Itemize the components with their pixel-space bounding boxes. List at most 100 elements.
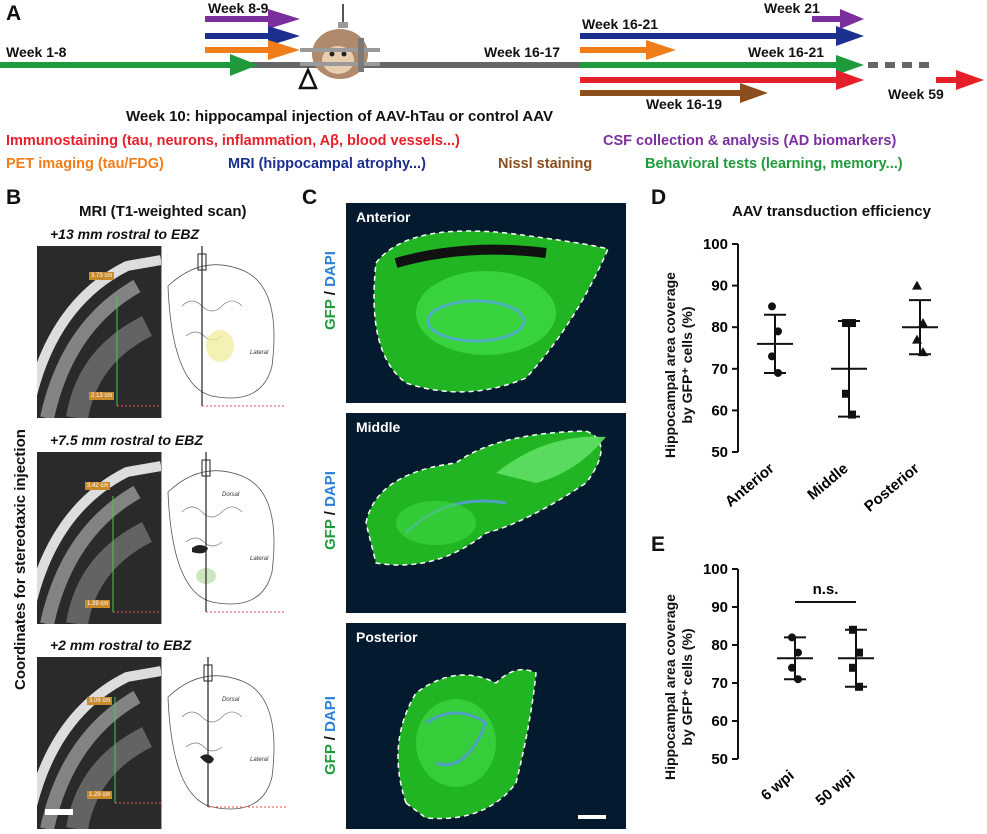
stain-label-middle: GFP / DAPI [322,471,339,550]
data-point [768,302,776,311]
label-week-21: Week 21 [764,0,820,16]
y-tick-label: 60 [711,713,728,730]
mri-measure-top: 3.73 cm [89,272,115,280]
section-label-7-5mm: +7.5 mm rostral to EBZ [50,432,203,448]
arrow-week-1-8 [0,62,232,68]
data-point [912,334,922,344]
panel-b-title: MRI (T1-weighted scan) [79,203,247,220]
data-point [849,663,857,672]
label-week-8-9: Week 8-9 [208,0,269,16]
mri-measure-top: 3.42 cm [85,482,111,490]
arrow-week-16-21-navy [580,33,838,39]
data-point [768,352,776,361]
legend-nissl: Nissl staining [498,156,593,172]
chart-e: 50 60 70 80 90 100 6 wpi 50 wpi n.s. [703,561,874,810]
legend-pet: PET imaging (tau/FDG) [6,156,164,172]
arrow-week-21-purple [812,16,842,22]
data-point [849,625,857,634]
mri-scan-13mm: 3.73 cm 2.13 cm [37,246,161,418]
panel-e-letter: E [651,533,666,556]
data-point [842,389,850,398]
section-label-2mm: +2 mm rostral to EBZ [50,637,192,653]
section-label-13mm: +13 mm rostral to EBZ [50,226,199,242]
panel-b-letter: B [6,186,22,209]
y-tick-label: 70 [711,675,728,692]
monkey-stereotax-icon [300,4,380,79]
y-tick-label: 100 [703,236,728,253]
legend-csf: CSF collection & analysis (AD biomarkers… [603,133,897,149]
panel-c-letter: C [302,186,318,209]
x-tick-label: 50 wpi [813,767,859,810]
x-tick-label: 6 wpi [758,767,798,804]
mri-scan-7-5mm: 3.42 cm 1.39 cm [37,452,161,624]
y-tick-label: 100 [703,561,728,578]
atlas-section-13mm: Lateral [161,246,286,418]
arrow-week-8-9-purple [205,16,270,22]
atlas-lateral-label: Lateral [250,757,269,763]
label-week-1-8: Week 1-8 [6,44,67,60]
arrow-week-59-red [936,77,958,83]
chart-d: 50 60 70 80 90 100 Anterior Middle Posterior [703,236,938,515]
stain-label-posterior: GFP / DAPI [322,696,339,775]
atlas-section-7-5mm: Dorsal Lateral [161,452,286,624]
micrograph-label-anterior: Anterior [356,209,411,225]
mri-measure-bottom: 1.28 cm [87,791,113,799]
mri-measure-top: 3.08 cm [87,697,113,705]
y-tick-label: 90 [711,278,728,295]
y-tick-label: 50 [711,751,728,768]
data-point [918,318,928,328]
mri-scan-2mm: 3.08 cm 1.28 cm [37,657,161,829]
data-point [774,327,782,336]
atlas-dorsal-label: Dorsal [222,697,240,703]
arrow-red-long [580,77,838,83]
x-tick-label: Middle [804,460,851,504]
label-week-16-17: Week 16-17 [484,44,561,60]
legend-mri: MRI (hippocampal atrophy...) [228,156,426,172]
injection-marker-icon [298,66,318,90]
stain-label-anterior: GFP / DAPI [322,251,339,330]
arrow-week-8-9-navy [205,33,270,39]
timeline-diagram [0,4,984,103]
injection-caption: Week 10: hippocampal injection of AAV-hT… [126,108,553,125]
y-tick-label: 70 [711,361,728,378]
legend-immunostaining: Immunostaining (tau, neurons, inflammati… [6,133,460,149]
arrow-week-16-17-orange [580,47,648,53]
panel-a-letter: A [6,2,22,25]
data-point [855,648,863,657]
significance-label: n.s. [813,581,839,598]
micrograph-middle: Middle [346,413,626,613]
data-point [912,280,922,290]
micrograph-label-posterior: Posterior [356,629,418,645]
data-point [794,648,802,657]
y-tick-label: 60 [711,402,728,419]
y-tick-label: 90 [711,599,728,616]
atlas-section-2mm: Dorsal Lateral [161,657,286,829]
atlas-lateral-label: Lateral [250,556,269,562]
y-tick-label: 80 [711,319,728,336]
arrow-week-16-21-green [580,62,838,68]
data-point [848,319,856,328]
legend-behavioral: Behavioral tests (learning, memory...) [645,156,903,172]
y-tick-label: 50 [711,444,728,461]
data-point [842,319,850,328]
arrow-week-16-19-brown [580,90,742,96]
data-point [774,368,782,377]
mri-measure-bottom: 2.13 cm [89,392,115,400]
data-point [788,633,796,642]
data-point [918,347,928,357]
micrograph-posterior: Posterior [346,623,626,829]
panel-b-side-label: Coordinates for stereotaxic injection [12,429,29,690]
atlas-dorsal-label: Dorsal [222,492,240,498]
arrow-week-8-9-orange [205,47,270,53]
label-week-16-19: Week 16-19 [646,96,723,112]
data-point [794,675,802,684]
x-tick-label: Anterior [722,460,778,511]
data-point [848,410,856,419]
data-point [788,663,796,672]
micrograph-anterior: Anterior [346,203,626,403]
label-week-16-21-top: Week 16-21 [582,16,659,32]
atlas-lateral-label: Lateral [250,350,269,356]
label-week-16-21-mid: Week 16-21 [748,44,825,60]
data-point [855,682,863,691]
micrograph-label-middle: Middle [356,419,401,435]
